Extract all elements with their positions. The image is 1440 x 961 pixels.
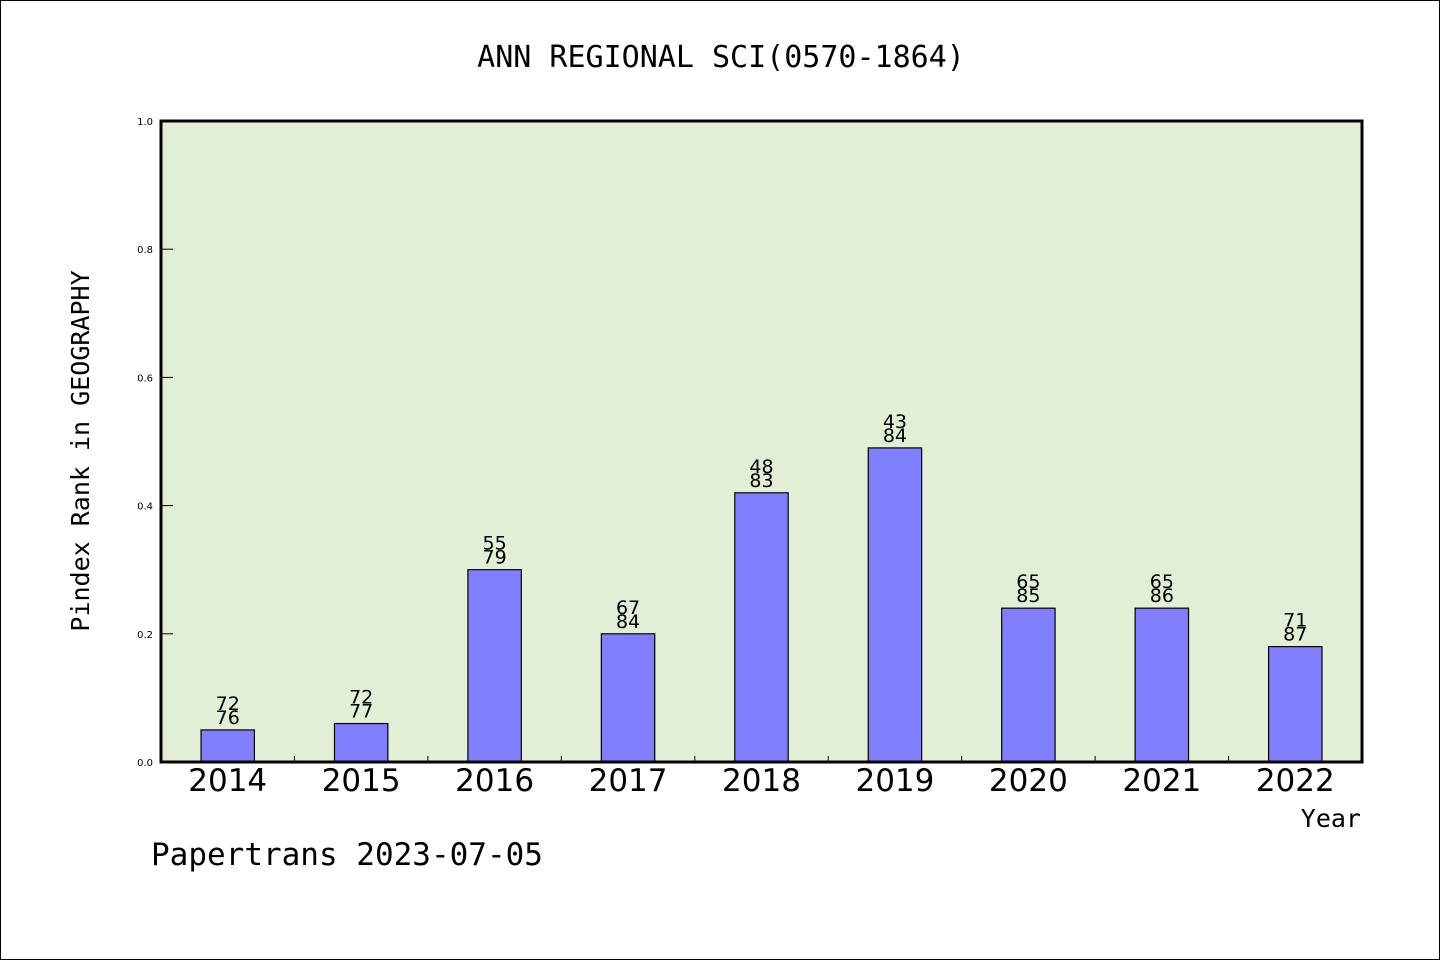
bar-2018 <box>734 492 789 763</box>
x-tick-label-2020: 2020 <box>989 763 1068 799</box>
x-axis-label: Year <box>1301 804 1361 833</box>
y-axis-label: Pindex Rank in GEOGRAPHY <box>66 270 95 631</box>
x-tick-label-2015: 2015 <box>322 763 401 799</box>
y-axis: 0.0 0.2 0.4 0.6 0.8 1.0 <box>137 117 173 769</box>
bar-label-top-2014: 72 <box>216 693 240 715</box>
bar-2015 <box>333 722 389 763</box>
bar-label-top-2020: 65 <box>1016 571 1040 593</box>
bar-label-bottom-2019: 84 <box>883 425 907 447</box>
y-tick-label: 0.2 <box>137 630 153 641</box>
plot-border <box>159 119 1364 764</box>
bar-2022 <box>1267 646 1323 763</box>
bar-label-top-2019: 43 <box>883 411 907 433</box>
x-tick-label-2016: 2016 <box>455 763 534 799</box>
x-tick-label-2022: 2022 <box>1256 763 1335 799</box>
x-tick-label-2017: 2017 <box>589 763 668 799</box>
bar-2021 <box>1134 607 1190 763</box>
chart-title: ANN REGIONAL SCI(0570-1864) <box>477 40 965 75</box>
x-axis: 2014 2015 2016 2017 2018 2019 2020 2021 2022 <box>188 756 1335 799</box>
y-tick-label: 0.6 <box>137 373 153 384</box>
bar-2019 <box>867 447 923 763</box>
x-tick-label-2019: 2019 <box>855 763 934 799</box>
bars-group <box>200 447 1323 763</box>
bar-label-top-2018: 48 <box>749 456 773 478</box>
y-tick-label: 0.0 <box>137 758 153 769</box>
bar-2016 <box>467 569 522 763</box>
x-tick-label-2018: 2018 <box>722 763 801 799</box>
x-tick-label-2014: 2014 <box>188 763 267 799</box>
y-tick-label: 0.8 <box>137 245 153 256</box>
bar-label-bottom-2015: 77 <box>349 701 373 723</box>
bar-2020 <box>1001 607 1056 763</box>
bar-label-bottom-2022: 87 <box>1283 624 1307 646</box>
y-tick-label: 1.0 <box>137 117 153 128</box>
bar-label-top-2021: 65 <box>1150 571 1174 593</box>
bar-label-top-2016: 55 <box>483 533 507 555</box>
bar-label-top-2022: 71 <box>1283 610 1307 632</box>
bar-2014 <box>200 729 256 763</box>
y-tick-label: 0.4 <box>137 502 153 513</box>
footer-credit: Papertrans 2023-07-05 <box>151 837 543 873</box>
bar-label-top-2015: 72 <box>349 687 373 709</box>
bar-label-bottom-2018: 83 <box>749 470 773 492</box>
bar-label-bottom-2021: 86 <box>1150 585 1174 607</box>
bar-label-bottom-2014: 76 <box>216 707 240 729</box>
x-tick-label-2021: 2021 <box>1122 763 1201 799</box>
bar-label-bottom-2016: 79 <box>483 547 507 569</box>
bar-label-top-2017: 67 <box>616 597 640 619</box>
bar-label-bottom-2017: 84 <box>616 611 640 633</box>
bar-2017 <box>600 633 656 763</box>
bar-label-bottom-2020: 85 <box>1016 585 1040 607</box>
